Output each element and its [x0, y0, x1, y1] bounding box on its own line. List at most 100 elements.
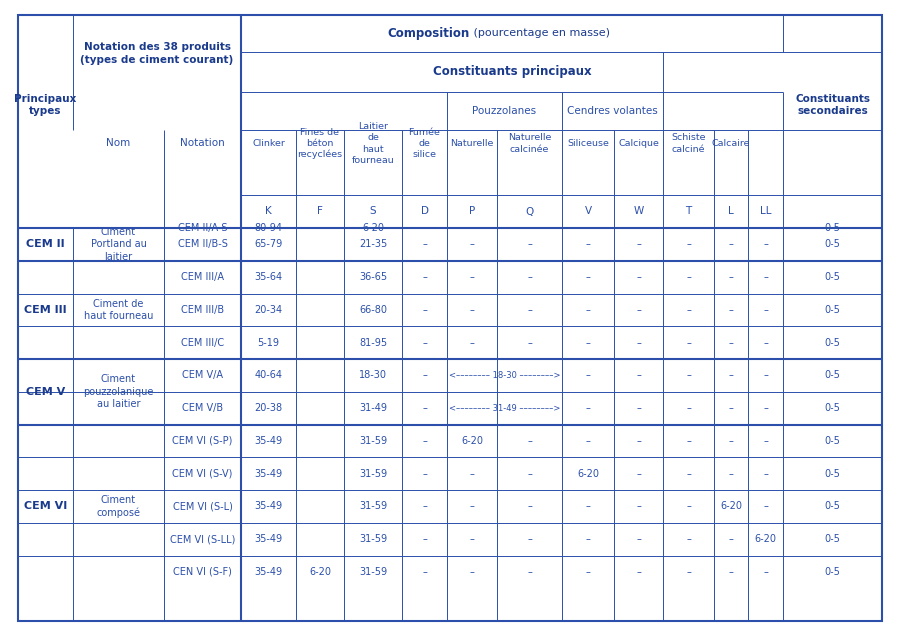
Text: –: – — [636, 223, 641, 233]
Text: –: – — [686, 469, 691, 479]
Text: –: – — [586, 305, 590, 315]
Text: –: – — [586, 272, 590, 282]
Text: V: V — [584, 207, 591, 216]
Text: W: W — [634, 207, 643, 216]
Text: –: – — [636, 338, 641, 348]
Text: –: – — [686, 370, 691, 380]
Text: 20-34: 20-34 — [255, 305, 283, 315]
Text: –: – — [636, 469, 641, 479]
Text: 6-20: 6-20 — [309, 567, 331, 577]
Text: D: D — [420, 207, 428, 216]
Text: –: – — [470, 338, 474, 348]
Text: 6-20: 6-20 — [461, 436, 483, 446]
Text: –: – — [763, 239, 768, 249]
Text: –: – — [686, 338, 691, 348]
Text: Siliceuse: Siliceuse — [567, 139, 609, 148]
Text: CEM VI: CEM VI — [24, 501, 68, 511]
Text: CEM VI (S-L): CEM VI (S-L) — [173, 501, 232, 511]
Text: 65-79: 65-79 — [255, 239, 283, 249]
Text: CEM II: CEM II — [26, 239, 65, 249]
Text: –: – — [636, 272, 641, 282]
Text: –: – — [527, 501, 532, 511]
Text: CEM III/C: CEM III/C — [181, 338, 224, 348]
Text: –: – — [586, 436, 590, 446]
Text: –: – — [763, 370, 768, 380]
Text: 31-59: 31-59 — [359, 567, 387, 577]
Text: Calcaire: Calcaire — [712, 139, 751, 148]
Text: Constituants
secondaires: Constituants secondaires — [795, 93, 870, 116]
Text: Naturelle: Naturelle — [450, 139, 494, 148]
Text: –: – — [729, 338, 733, 348]
Text: Schiste
calciné: Schiste calciné — [671, 134, 706, 153]
Text: –: – — [586, 223, 590, 233]
Text: 31-59: 31-59 — [359, 534, 387, 544]
Text: –: – — [636, 239, 641, 249]
Text: –: – — [586, 239, 590, 249]
Text: –: – — [422, 403, 427, 413]
Text: 80-94: 80-94 — [255, 223, 283, 233]
Text: 0-5: 0-5 — [824, 223, 841, 233]
Text: –: – — [686, 436, 691, 446]
Text: –: – — [686, 534, 691, 544]
Text: 0-5: 0-5 — [824, 338, 841, 348]
Text: –: – — [729, 403, 733, 413]
Text: 31-59: 31-59 — [359, 469, 387, 479]
Text: CEM V: CEM V — [26, 387, 65, 397]
Text: –: – — [422, 436, 427, 446]
Text: 81-95: 81-95 — [359, 338, 387, 348]
Text: 35-64: 35-64 — [255, 272, 283, 282]
Text: 0-5: 0-5 — [824, 403, 841, 413]
Text: 21-35: 21-35 — [359, 239, 387, 249]
Text: Nom: Nom — [106, 139, 130, 148]
Text: –: – — [636, 403, 641, 413]
Text: F: F — [317, 207, 323, 216]
Text: CEM VI (S-LL): CEM VI (S-LL) — [170, 534, 235, 544]
Text: –: – — [586, 338, 590, 348]
Text: 35-49: 35-49 — [255, 436, 283, 446]
Text: Q: Q — [526, 207, 534, 216]
Text: 0-5: 0-5 — [824, 305, 841, 315]
Text: Ciment
pouzzolanique
au laitier: Ciment pouzzolanique au laitier — [84, 375, 154, 409]
Text: CEM II/B-S: CEM II/B-S — [177, 239, 228, 249]
Text: 5-19: 5-19 — [257, 338, 280, 348]
Text: –: – — [636, 567, 641, 577]
Text: 36-65: 36-65 — [359, 272, 387, 282]
Text: 35-49: 35-49 — [255, 469, 283, 479]
Text: –: – — [763, 436, 768, 446]
Text: –: – — [527, 223, 532, 233]
Text: –: – — [763, 338, 768, 348]
Text: 0-5: 0-5 — [824, 370, 841, 380]
Text: –: – — [686, 305, 691, 315]
Text: LL: LL — [760, 207, 771, 216]
Text: –: – — [686, 239, 691, 249]
Text: –: – — [527, 469, 532, 479]
Text: –: – — [470, 239, 474, 249]
Text: 6-20: 6-20 — [720, 501, 742, 511]
Text: –: – — [586, 403, 590, 413]
Text: 0-5: 0-5 — [824, 469, 841, 479]
Text: 18-30: 18-30 — [359, 370, 387, 380]
Text: 0-5: 0-5 — [824, 501, 841, 511]
Text: K: K — [266, 207, 272, 216]
Text: –: – — [763, 305, 768, 315]
Text: Fines de
béton
recyclées: Fines de béton recyclées — [297, 128, 343, 160]
Text: –: – — [729, 567, 733, 577]
Text: 6-20: 6-20 — [754, 534, 777, 544]
Text: –: – — [636, 370, 641, 380]
Text: –: – — [763, 469, 768, 479]
Text: –: – — [470, 272, 474, 282]
Text: 31-49: 31-49 — [359, 403, 387, 413]
Text: Pouzzolanes: Pouzzolanes — [472, 106, 536, 116]
Text: Laitier
de
haut
fourneau: Laitier de haut fourneau — [352, 122, 394, 165]
Text: –: – — [686, 501, 691, 511]
Text: Ciment
composé: Ciment composé — [96, 495, 140, 518]
Text: Notation des 38 produits
(types de ciment courant): Notation des 38 produits (types de cimen… — [80, 43, 234, 65]
Text: –: – — [527, 272, 532, 282]
Text: –: – — [729, 272, 733, 282]
Text: 20-38: 20-38 — [255, 403, 283, 413]
Text: –: – — [470, 534, 474, 544]
Text: CEM V/A: CEM V/A — [182, 370, 223, 380]
Text: –: – — [729, 239, 733, 249]
Text: –: – — [527, 567, 532, 577]
Text: –: – — [470, 469, 474, 479]
